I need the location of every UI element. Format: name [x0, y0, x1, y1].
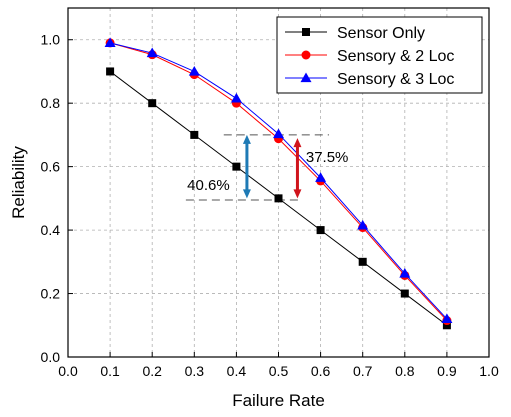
legend-item: Sensory & 3 Loc: [285, 71, 454, 88]
annotation-label: 37.5%: [306, 149, 349, 166]
data-point: [358, 257, 367, 266]
data-point: [190, 130, 199, 139]
legend-item: Sensor Only: [285, 25, 425, 42]
y-tick-label: 0.0: [41, 349, 61, 365]
x-axis-title: Failure Rate: [232, 391, 325, 410]
data-point: [399, 268, 411, 278]
annotation-label: 40.6%: [187, 177, 230, 194]
series-square: [106, 67, 451, 330]
x-tick-label: 0.0: [58, 363, 78, 379]
x-tick-label: 0.8: [395, 363, 415, 379]
data-point: [106, 67, 115, 76]
x-tick-label: 0.7: [353, 363, 373, 379]
x-tick-label: 0.6: [311, 363, 331, 379]
legend-marker: [300, 72, 312, 83]
data-point: [104, 37, 116, 48]
x-tick-label: 0.9: [437, 363, 457, 379]
double-arrow: [293, 138, 302, 199]
legend-item: Sensory & 2 Loc: [285, 48, 454, 65]
arrow-head-up: [242, 134, 251, 144]
legend-label: Sensory & 3 Loc: [337, 71, 454, 88]
series-triangle: [104, 37, 453, 324]
data-point: [400, 289, 409, 298]
arrow-head-up: [293, 138, 302, 148]
data-point: [146, 47, 158, 58]
y-tick-label: 0.8: [41, 95, 61, 111]
x-tick-label: 0.5: [269, 363, 289, 379]
arrow-head-down: [242, 189, 251, 199]
data-point: [274, 194, 283, 203]
annotation-arrows: 40.6% 37.5%: [187, 134, 349, 199]
x-tick-label: 0.4: [227, 363, 247, 379]
data-point: [188, 65, 200, 76]
legend-label: Sensory & 2 Loc: [337, 48, 454, 65]
data-point: [316, 226, 325, 235]
data-point: [441, 313, 453, 324]
data-point: [232, 162, 241, 171]
y-tick-label: 0.6: [41, 159, 61, 175]
legend-marker: [302, 28, 310, 36]
x-tick-label: 1.0: [479, 363, 499, 379]
y-tick-label: 0.2: [41, 286, 61, 302]
x-tick-label: 0.1: [100, 363, 120, 379]
data-point: [273, 128, 284, 139]
arrow-head-down: [293, 189, 302, 199]
x-tick-label: 0.2: [142, 363, 162, 379]
double-arrow: [242, 134, 251, 199]
y-tick-label: 0.4: [41, 222, 61, 238]
data-point: [230, 92, 242, 103]
axis-ticks: 0.0 0.1 0.2 0.3 0.4 0.5 0.6 0.7 0.8 0.9 1.0 0.0 0.2 0…: [41, 32, 499, 379]
legend-marker: [301, 50, 311, 60]
data-point: [442, 321, 451, 330]
legend: Sensor Only Sensory & 2 Loc Sensory & 3 Lo…: [276, 16, 483, 94]
data-point: [315, 172, 327, 182]
legend-label: Sensor Only: [337, 25, 425, 42]
series-layer: [104, 37, 453, 330]
data-point: [357, 219, 369, 230]
x-tick-label: 0.3: [185, 363, 205, 379]
data-point: [148, 99, 157, 108]
y-tick-label: 1.0: [41, 32, 61, 48]
y-axis-title: Reliability: [9, 146, 28, 219]
